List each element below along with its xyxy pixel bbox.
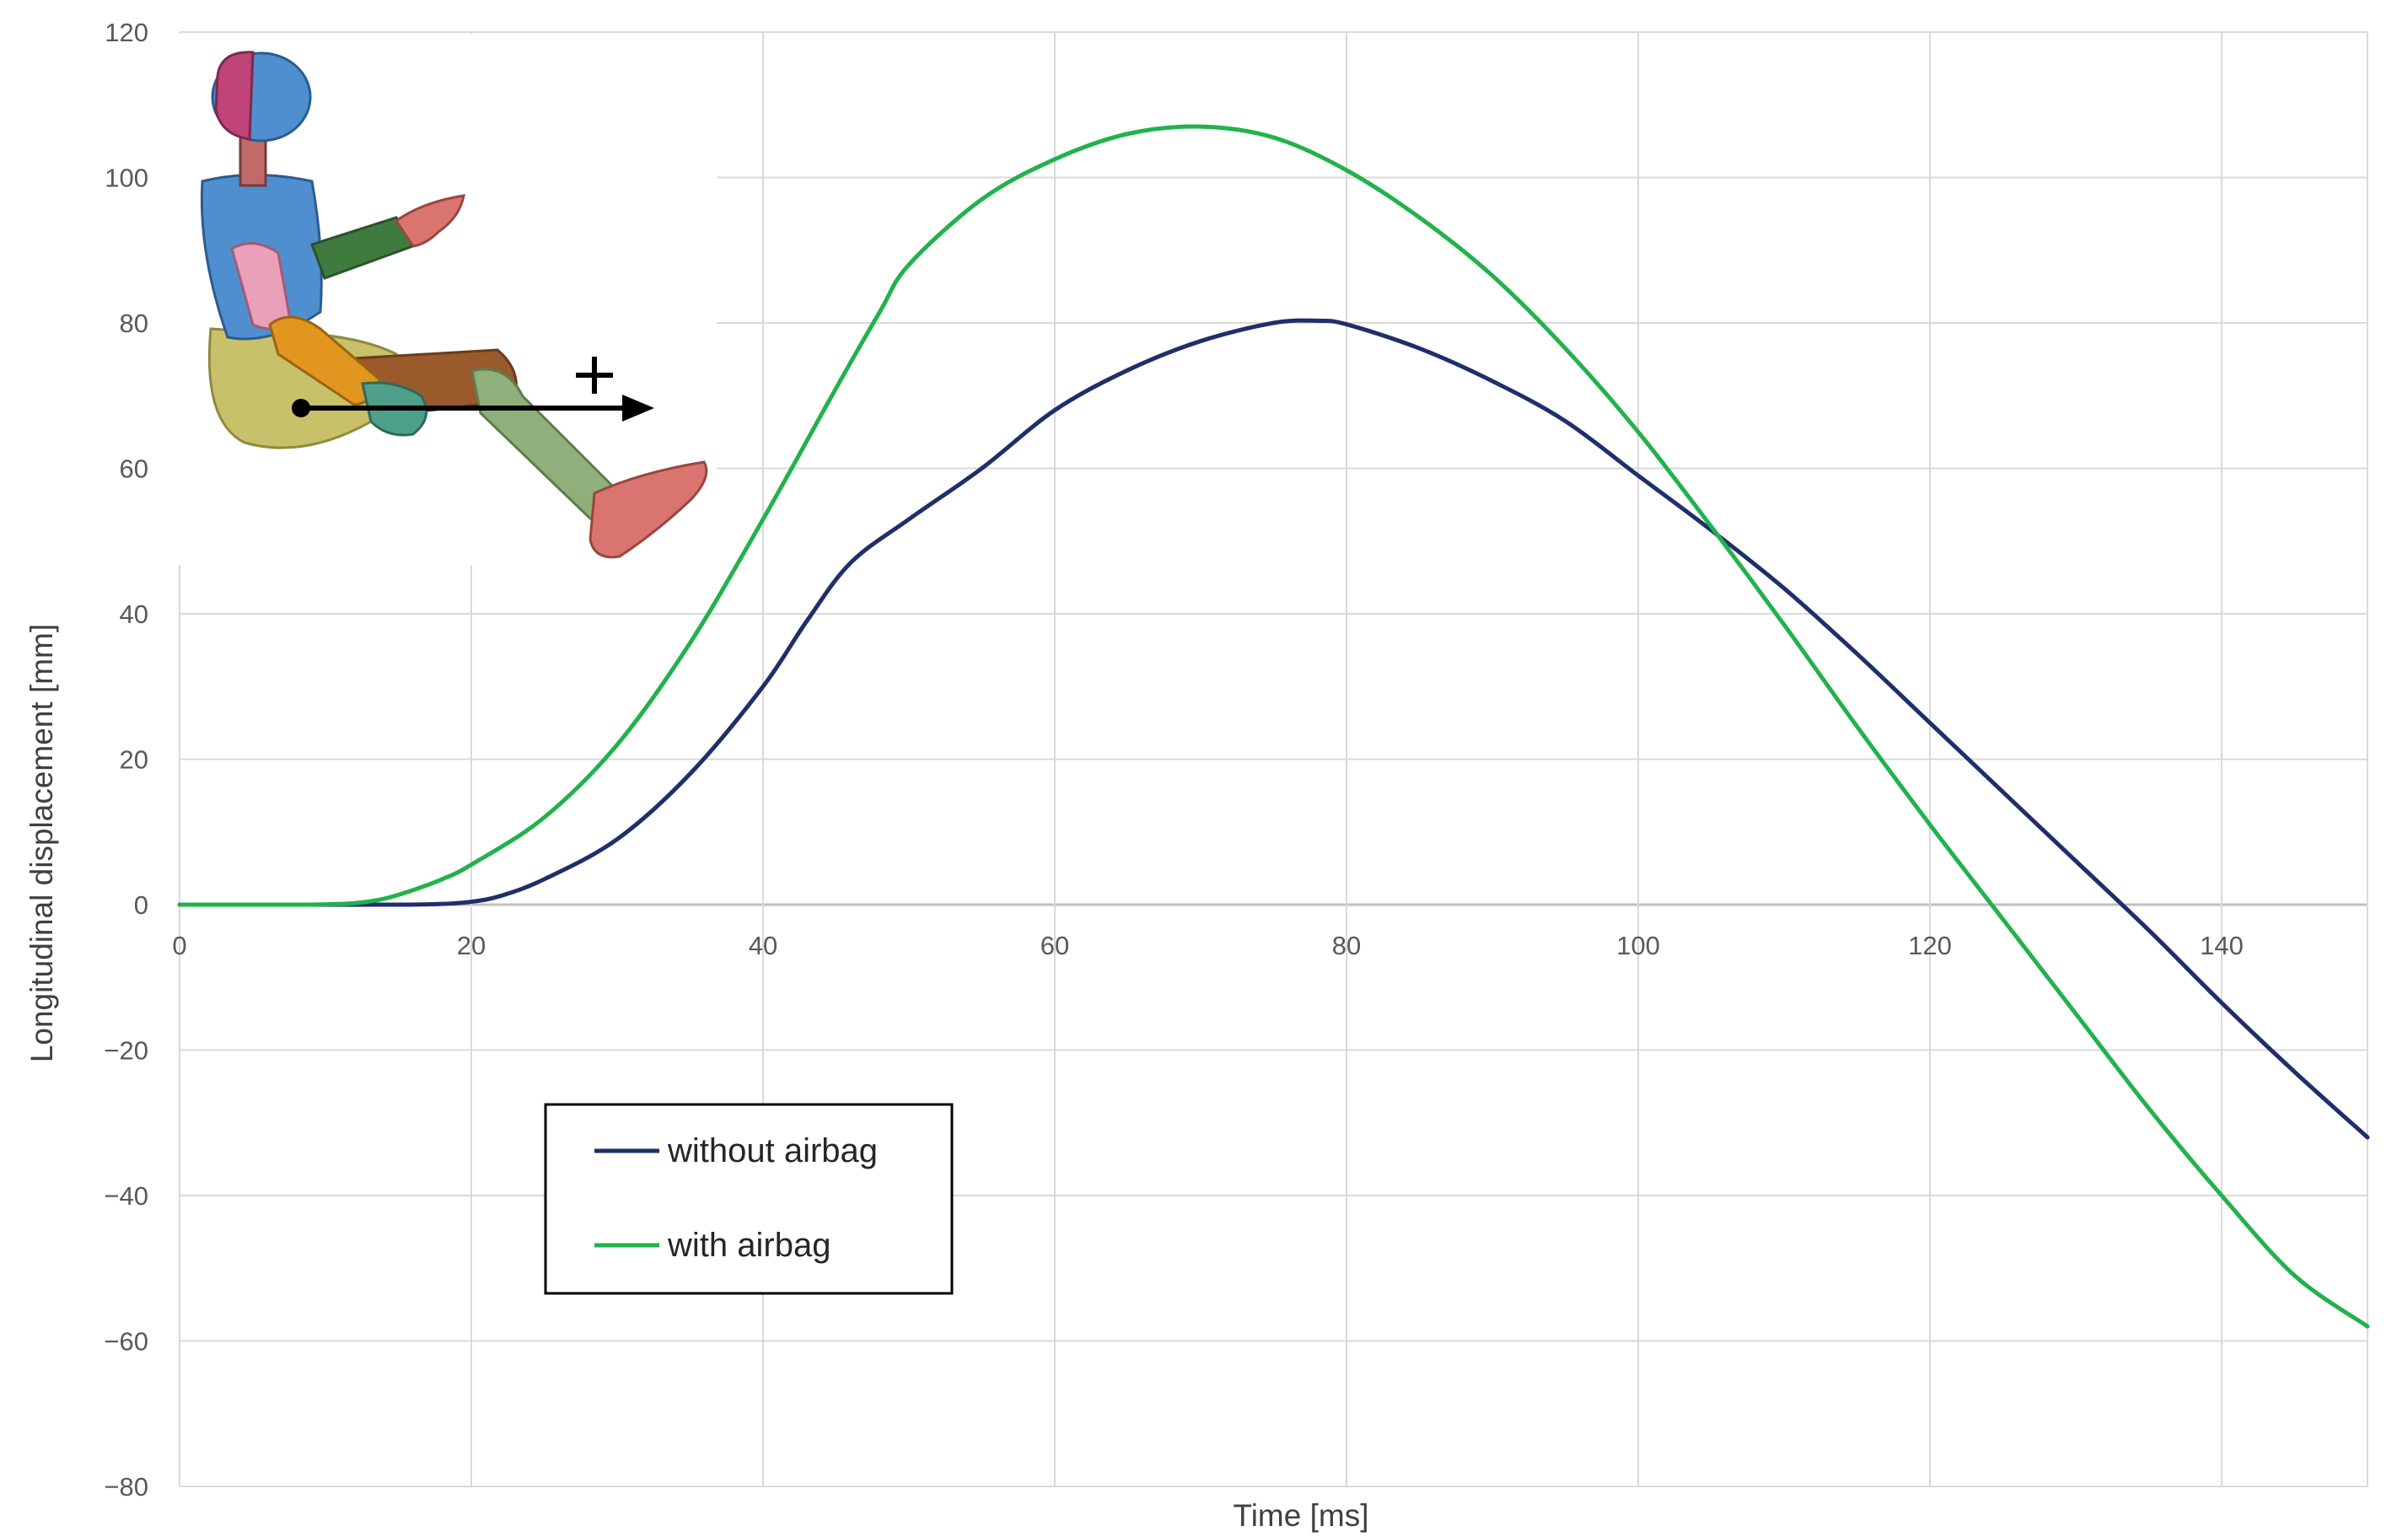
x-axis-title: Time [ms] (1233, 1498, 1368, 1533)
legend-label-with-airbag: with airbag (667, 1227, 830, 1264)
x-tick-label: 120 (1908, 931, 1952, 960)
y-tick-label: 80 (120, 309, 148, 338)
series-lines (177, 124, 2370, 1329)
y-tick-label: −20 (104, 1036, 148, 1066)
x-tick-label: 40 (749, 931, 777, 960)
dummy-foot (589, 460, 708, 559)
y-tick-label: 120 (105, 18, 148, 47)
direction-arrowhead (622, 395, 654, 422)
x-tick-label: 140 (2200, 931, 2244, 960)
y-tick-label: −40 (104, 1181, 148, 1211)
x-tick-label: 80 (1332, 931, 1361, 960)
legend: without airbag with airbag (544, 1103, 954, 1295)
x-tick-label: 0 (172, 931, 186, 960)
dummy-forearm (268, 315, 381, 406)
tick-labels: 120 100 80 60 40 20 0 −20 −40 −60 −80 0 20 40 60 80 100 1… (104, 18, 2243, 1502)
crash-dummy-illustration (177, 34, 717, 565)
x-tick-label: 100 (1616, 931, 1660, 960)
dummy-head-back (214, 51, 255, 141)
y-tick-label: 0 (134, 890, 148, 920)
legend-box (544, 1103, 954, 1295)
reference-point (292, 399, 310, 417)
dummy-rear-hand (394, 194, 465, 248)
y-tick-label: 60 (120, 454, 148, 484)
y-tick-label: 20 (120, 745, 148, 775)
x-tick-label: 60 (1040, 931, 1069, 960)
x-tick-label: 20 (457, 931, 486, 960)
y-tick-label: 40 (120, 599, 148, 629)
legend-label-without-airbag: without airbag (667, 1132, 878, 1169)
y-tick-label: −60 (104, 1327, 148, 1357)
y-axis-title: Longitudinal displacement [mm] (24, 624, 59, 1062)
y-tick-label: 100 (105, 164, 148, 193)
series-line-with-airbag (177, 124, 2370, 1329)
y-tick-label: −80 (104, 1472, 148, 1502)
series-line-without-airbag (177, 318, 2370, 1140)
